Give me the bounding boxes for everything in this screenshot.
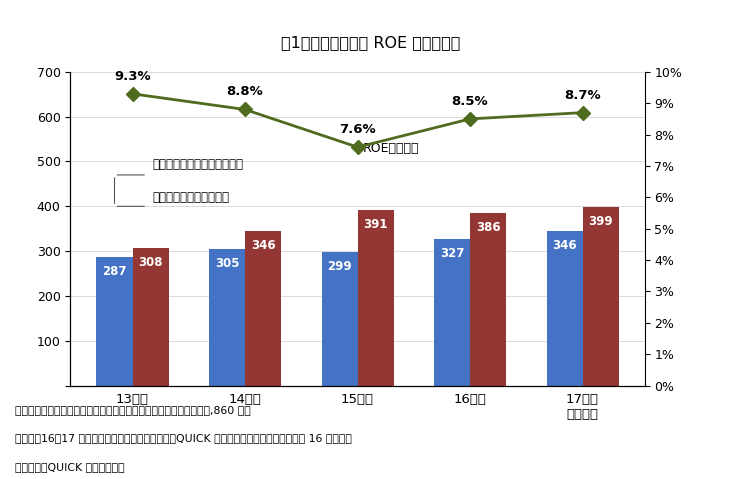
Text: 327: 327 (440, 247, 464, 260)
Text: 299: 299 (328, 260, 352, 273)
Text: 16・17 年度のデータは実績、会社予想、QUICK コンセンサスの順に採用（５月 16 日時点）: 16・17 年度のデータは実績、会社予想、QUICK コンセンサスの順に採用（５… (15, 433, 352, 444)
Text: 図1：　上場企業の ROE は回復傾向: 図1： 上場企業の ROE は回復傾向 (281, 35, 460, 50)
Bar (582, 207, 619, 386)
Bar (133, 248, 168, 386)
Bar (357, 210, 393, 386)
Text: 8.7%: 8.7% (564, 89, 601, 102)
Bar (434, 239, 470, 386)
Text: 391: 391 (363, 218, 388, 231)
Bar (547, 230, 582, 386)
Text: 自己資本（左軸、兆円）: 自己資本（左軸、兆円） (153, 191, 230, 204)
Text: （注）　対象は東証１部上場のうち連続してデータが取得できる１,860 社。: （注） 対象は東証１部上場のうち連続してデータが取得できる１,860 社。 (15, 405, 250, 415)
Text: 287: 287 (102, 265, 127, 278)
Text: 8.8%: 8.8% (227, 85, 263, 98)
Bar (322, 251, 357, 386)
Text: 346: 346 (250, 239, 276, 251)
Text: ROE（右軸）: ROE（右軸） (363, 142, 419, 155)
Bar (209, 249, 245, 386)
Text: 305: 305 (215, 257, 239, 270)
Bar (96, 257, 133, 386)
Text: 346: 346 (552, 239, 577, 251)
Text: 7.6%: 7.6% (339, 123, 376, 136)
Text: 当期純利益（左軸、千億円）: 当期純利益（左軸、千億円） (153, 159, 244, 171)
Bar (245, 230, 281, 386)
Text: 9.3%: 9.3% (114, 70, 151, 83)
Text: 399: 399 (588, 215, 613, 228)
Text: 8.5%: 8.5% (452, 95, 488, 108)
Text: 308: 308 (139, 256, 163, 269)
Text: 386: 386 (476, 221, 500, 234)
Text: （資料）　QUICK より筆者作成: （資料） QUICK より筆者作成 (15, 462, 124, 472)
Bar (470, 213, 506, 386)
